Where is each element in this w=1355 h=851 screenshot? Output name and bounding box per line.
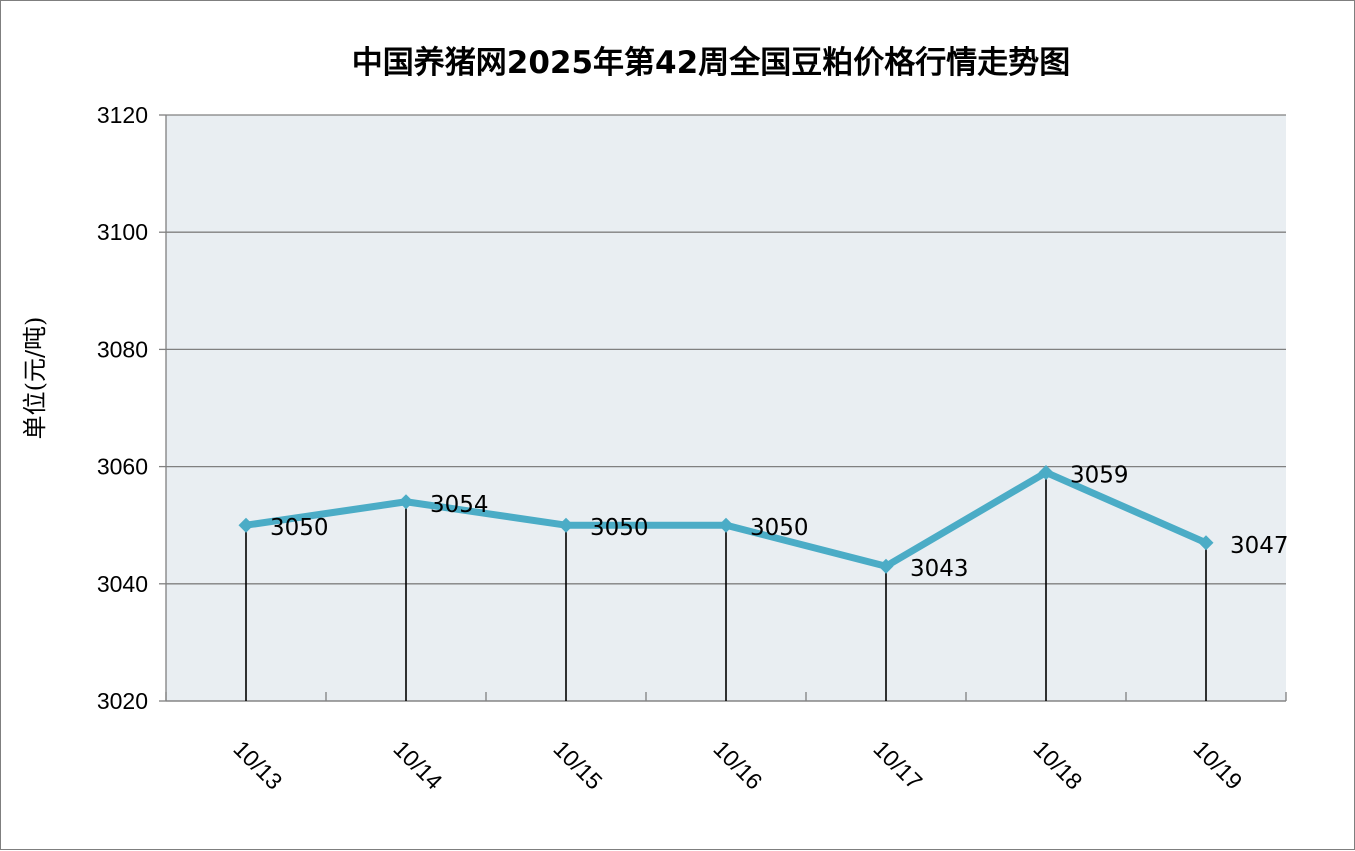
data-point-marker (1198, 535, 1214, 551)
x-tick-label: 10/14 (388, 735, 447, 794)
data-label: 3050 (590, 515, 649, 541)
y-tick-label: 3120 (97, 102, 148, 128)
data-label: 3050 (750, 515, 809, 541)
y-tick-label: 3080 (97, 336, 148, 362)
data-labels: 3050 3054 3050 3050 3043 3059 3047 (270, 462, 1289, 582)
y-tick-label: 3060 (97, 454, 148, 480)
x-tick-label: 10/18 (1028, 735, 1087, 794)
x-tick-label: 10/15 (548, 735, 607, 794)
data-label: 3050 (270, 515, 329, 541)
y-tick-label: 3040 (97, 571, 148, 597)
drop-lines (245, 472, 1207, 701)
data-label: 3059 (1070, 462, 1129, 488)
y-tick-label: 3100 (97, 219, 148, 245)
data-point-marker (718, 517, 734, 533)
x-tick-label: 10/19 (1188, 735, 1247, 794)
y-tick-labels: 3020 3040 3060 3080 3100 3120 (97, 102, 148, 714)
y-axis-label: 单位(元/吨) (21, 317, 49, 440)
y-tick-label: 3020 (97, 688, 148, 714)
data-label: 3043 (910, 556, 969, 582)
data-point-marker (558, 517, 574, 533)
data-point-marker (398, 494, 414, 510)
x-tick-label: 10/13 (228, 735, 287, 794)
data-label: 3047 (1230, 533, 1289, 559)
series-layer (238, 464, 1214, 574)
data-point-marker (1038, 464, 1054, 480)
x-tick-label: 10/16 (708, 735, 767, 794)
x-tick-labels: 10/13 10/14 10/15 10/16 10/17 10/18 10/19 (228, 735, 1247, 794)
data-point-marker (238, 517, 254, 533)
data-point-marker (878, 558, 894, 574)
chart-title: 中国养猪网2025年第42周全国豆粕价格行情走势图 (352, 45, 1070, 81)
data-label: 3054 (430, 492, 489, 518)
x-tick-label: 10/17 (868, 735, 927, 794)
